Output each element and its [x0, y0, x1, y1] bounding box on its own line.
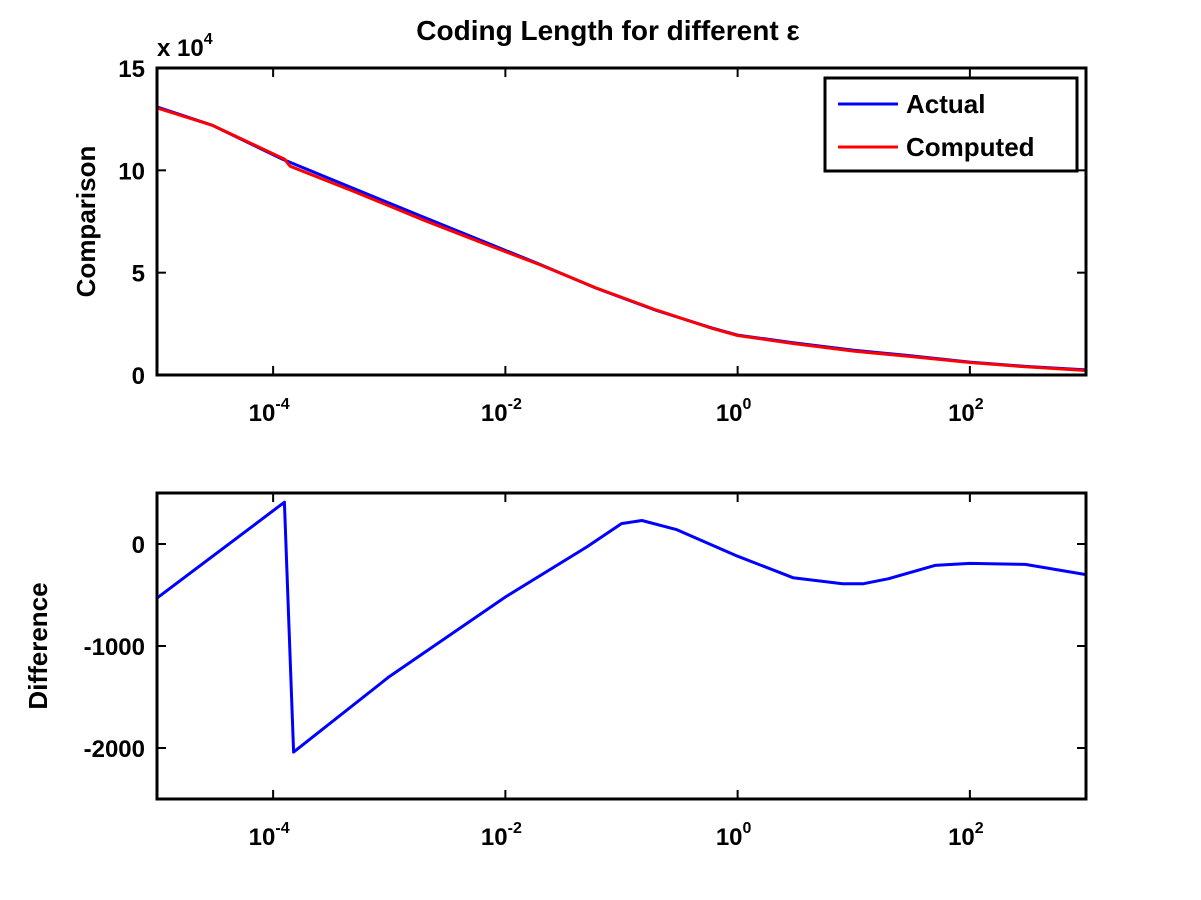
y-tick-label: -1000 [84, 634, 145, 661]
legend-label-actual: Actual [906, 89, 985, 119]
y-tick-label: 0 [132, 532, 145, 559]
x-tick-label: 102 [948, 396, 984, 427]
axes-frame [155, 491, 1088, 801]
bottom-axes: 10-4 10-2 100 102 -2000 -1000 0 Difference [23, 491, 1088, 851]
y-tick-label: 10 [118, 158, 145, 185]
legend: Actual Computed [823, 76, 1079, 173]
top-axes: 10-4 10-2 100 102 0 5 10 15 Comparison x 104 Actua… [71, 31, 1088, 427]
x-tick-label: 10-2 [481, 820, 522, 851]
x-tick-label: 10-2 [481, 396, 522, 427]
y-axis-label: Comparison [71, 146, 101, 298]
y-tick-label: 15 [118, 56, 145, 83]
y-multiplier-label: x 104 [157, 31, 213, 62]
y-tick-label: 5 [132, 261, 145, 288]
x-tick-label: 100 [716, 820, 752, 851]
x-tick-label: 10-4 [249, 396, 290, 427]
chart-title: Coding Length for different ε [416, 15, 799, 46]
y-tick-label: -2000 [84, 736, 145, 763]
axes-frame [155, 66, 1088, 377]
x-tick-label: 102 [948, 820, 984, 851]
y-axis-label: Difference [23, 582, 53, 709]
x-tick-label: 100 [716, 396, 752, 427]
y-tick-label: 0 [132, 363, 145, 390]
legend-box [823, 76, 1079, 173]
computed-series-line [156, 106, 1087, 372]
x-tick-label: 10-4 [249, 820, 290, 851]
difference-series-line [156, 500, 1087, 754]
legend-label-computed: Computed [906, 132, 1035, 162]
